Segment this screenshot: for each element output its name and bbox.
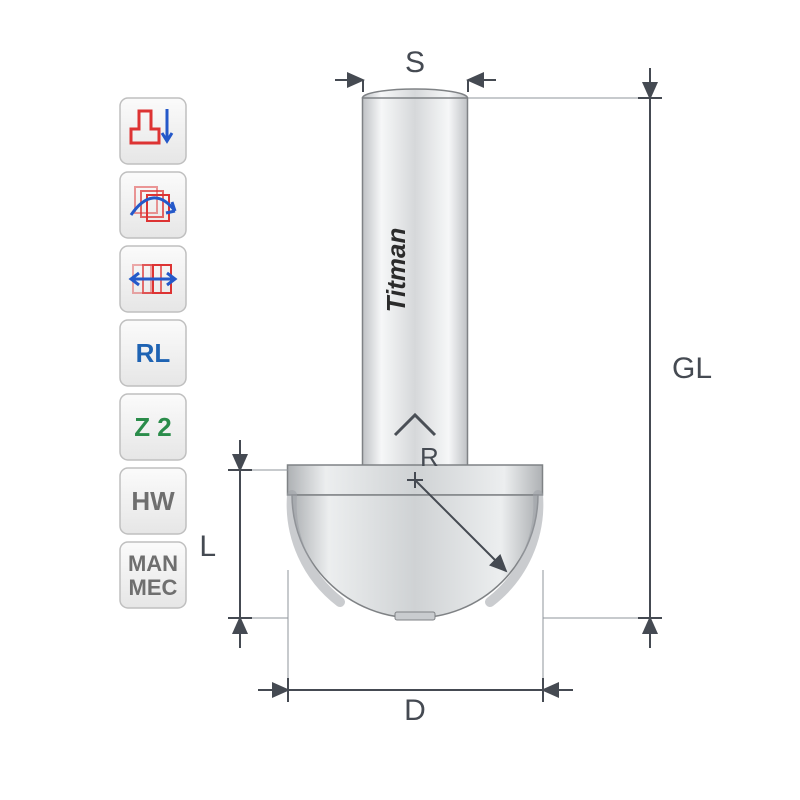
router-bit: Titman: [288, 89, 543, 620]
svg-text:MEC: MEC: [129, 575, 178, 600]
badge: RL: [120, 320, 186, 386]
badge-text: Z 2: [134, 412, 172, 442]
dim-D: D: [258, 678, 573, 727]
dim-label-D: D: [404, 694, 426, 727]
dim-label-S: S: [405, 46, 425, 79]
dim-GL: GL: [638, 68, 712, 648]
badge-text: HW: [131, 486, 175, 516]
badge-stack: RL Z 2 HW MANMEC: [120, 98, 186, 608]
badge: Z 2: [120, 394, 186, 460]
badge: HW: [120, 468, 186, 534]
badge-plunge-icon: [120, 98, 186, 164]
badge: MANMEC: [120, 542, 186, 608]
dim-label-L: L: [199, 530, 216, 563]
diagram-canvas: Titman S GL: [0, 0, 800, 800]
dim-label-R: R: [420, 442, 439, 472]
badge-text: RL: [136, 338, 171, 368]
dim-label-GL: GL: [672, 352, 712, 385]
brand-label: Titman: [381, 228, 411, 313]
badge-feed-icon: [120, 246, 186, 312]
svg-text:MAN: MAN: [128, 551, 178, 576]
badge-rotate-icon: [120, 172, 186, 238]
dim-S: S: [335, 46, 496, 92]
dim-L: L: [199, 440, 252, 648]
